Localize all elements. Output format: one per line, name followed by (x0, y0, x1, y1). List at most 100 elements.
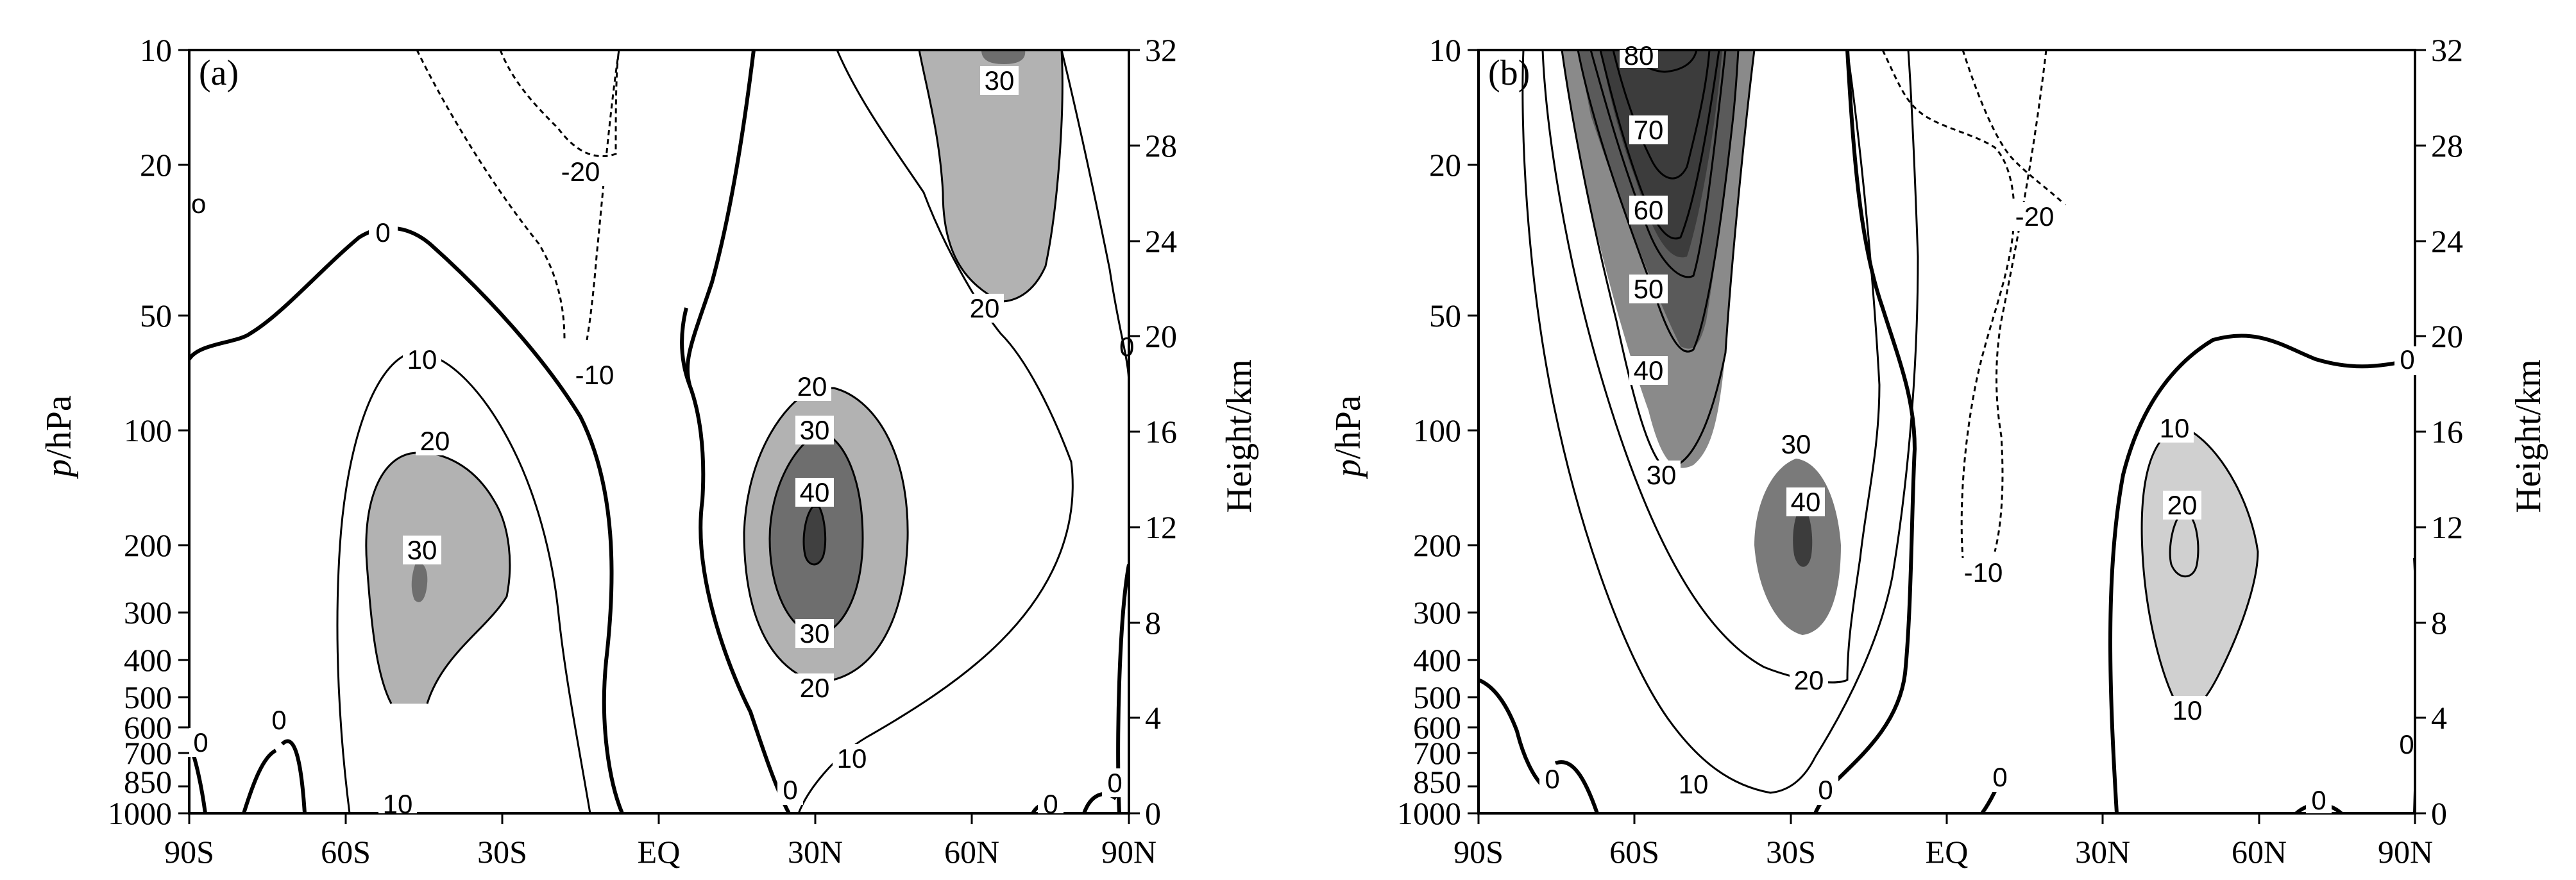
b-y2tick: 28 (2431, 128, 2463, 164)
b-clabel-10n2: 10 (2173, 695, 2203, 725)
panel-b-contours (1479, 50, 2415, 813)
b-ytick: 100 (1413, 412, 1461, 448)
a-ticks (178, 49, 1140, 824)
a-y2tick: 12 (1145, 509, 1177, 545)
b-ytick: 10 (1429, 32, 1461, 68)
b-ytick: 400 (1413, 642, 1461, 678)
b-clabel-0eq: 0 (1992, 762, 2007, 792)
b-fill-60-jet (1600, 50, 1722, 258)
b-clabel-0m: 0 (1818, 775, 1833, 805)
a-contour-20-south (365, 452, 511, 704)
b-ytick-labels: 10 20 50 100 200 300 400 500 600 700 850… (1397, 32, 1461, 831)
a-contour-labels: 0 -20 -10 10 20 30 30 20 20 30 40 30 20 (188, 65, 1134, 819)
a-clabel-0n: 0 (783, 775, 797, 805)
b-clabel-30: 30 (1647, 460, 1677, 490)
a-fill-40-north (804, 507, 826, 564)
a-y2tick: 4 (1145, 700, 1161, 736)
a-clabel-20: 20 (420, 426, 450, 456)
b-y2tick: 32 (2431, 32, 2463, 68)
panel-a-contours (189, 50, 1129, 813)
a-contour-0-c (280, 739, 307, 813)
b-ytick: 300 (1413, 595, 1461, 630)
b-xtick: 30S (1766, 834, 1816, 870)
b-clabel-50: 50 (1634, 274, 1664, 304)
b-xtick: 90N (2378, 834, 2433, 870)
panel-b: 80 70 60 50 40 30 30 40 20 10 0 0 0 (1328, 32, 2548, 870)
b-contour-40-jet (1577, 50, 1740, 353)
a-clabel-o2: 0 (1119, 332, 1134, 362)
b-ytick: 500 (1413, 679, 1461, 715)
a-clabel-30n2: 30 (800, 618, 830, 648)
b-clabel-0np3: 0 (2399, 729, 2414, 759)
a-clabel-0: 0 (375, 217, 390, 248)
a-ytick-labels: 10 20 50 100 200 300 400 500 600 700 850… (108, 32, 172, 831)
b-clabel-80: 80 (1624, 40, 1654, 71)
a-fill-30-upper (981, 50, 1026, 64)
b-xtick: 30N (2075, 834, 2130, 870)
b-y2tick-labels: 32 28 24 20 16 12 8 4 0 (2431, 32, 2463, 831)
b-contour-neg20 (1881, 50, 2015, 559)
a-contour-40-north (802, 505, 827, 566)
b-contour-20-north (2169, 512, 2199, 578)
a-clabel-neg10: -10 (575, 360, 614, 390)
b-fill-10-north (2142, 433, 2258, 713)
b-xtick: 60N (2232, 834, 2287, 870)
a-contour-0-south (189, 226, 624, 813)
a-ytick: 10 (140, 32, 172, 68)
a-ytick: 500 (124, 679, 172, 715)
a-ytick: 20 (140, 147, 172, 183)
a-y2tick: 32 (1145, 32, 1177, 68)
a-contour-0-mid (685, 50, 791, 813)
a-clabel-o1: o (191, 189, 206, 219)
b-panel-label: (b) (1488, 53, 1530, 93)
a-contour-neg10 (416, 50, 566, 341)
a-xtick: 30N (788, 834, 843, 870)
b-contour-10 (1521, 50, 1817, 794)
a-clabel-20u: 20 (970, 293, 1000, 323)
b-ytick: 850 (1413, 764, 1461, 800)
a-clabel-30s: 30 (407, 535, 437, 565)
a-contour-0-mid2 (680, 307, 691, 386)
a-ytick: 50 (140, 298, 172, 334)
a-clabel-0np: 0 (1107, 768, 1122, 798)
a-clabel-0sp: 0 (193, 727, 208, 757)
a-ytick: 600 (124, 709, 172, 745)
b-ytick: 600 (1413, 709, 1461, 745)
a-ytick: 850 (124, 764, 172, 800)
b-y2tick: 4 (2431, 700, 2447, 736)
b-ytick: 20 (1429, 147, 1461, 183)
a-clabel-10: 10 (407, 344, 437, 375)
b-clabel-30sub: 30 (1781, 429, 1811, 459)
a-ytick: 300 (124, 595, 172, 630)
a-ytick: 700 (124, 735, 172, 771)
a-xtick: 60N (944, 834, 999, 870)
a-y-axis-title: p/hPa (39, 395, 79, 480)
a-panel-label: (a) (199, 53, 239, 93)
b-xtick-labels: 90S 60S 30S EQ 30N 60N 90N (1453, 834, 2433, 870)
b-contour-0-south (1479, 678, 1545, 788)
b-contour-10b (1814, 50, 1919, 757)
a-y2tick: 8 (1145, 605, 1161, 641)
b-ytick: 1000 (1397, 795, 1461, 831)
b-xtick: 90S (1453, 834, 1504, 870)
b-contour-neg10 (1994, 50, 2047, 552)
a-contour-10-upper (1060, 50, 1129, 385)
b-clabel-60: 60 (1634, 195, 1664, 225)
a-xtick: 30S (477, 834, 527, 870)
a-contour-neg20 (499, 50, 620, 158)
a-clabel-30n: 30 (800, 415, 830, 445)
a-contour-neg10b (586, 50, 620, 341)
a-clabel-20n2: 20 (800, 673, 830, 703)
a-ytick: 1000 (108, 795, 172, 831)
b-clabel-neg20: -20 (2015, 201, 2055, 232)
b-y2tick: 12 (2431, 509, 2463, 545)
a-clabel-10s: 10 (383, 789, 413, 819)
b-contour-0-south2 (1554, 760, 1599, 813)
a-y2tick: 20 (1145, 318, 1177, 354)
a-contour-10-north (797, 50, 1074, 813)
a-y2tick: 16 (1145, 414, 1177, 450)
b-clabel-10n: 10 (2160, 413, 2190, 443)
b-contour-0-main (1813, 50, 1917, 813)
a-clabel-20n: 20 (797, 371, 827, 402)
a-y2tick: 24 (1145, 223, 1177, 259)
